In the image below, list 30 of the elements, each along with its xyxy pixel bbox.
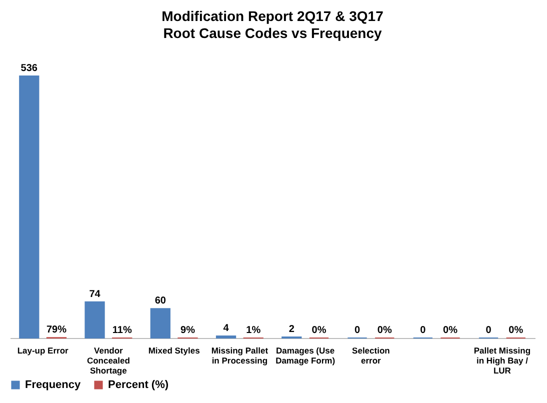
data-label: 74 — [89, 288, 101, 300]
data-label: 1% — [246, 324, 261, 336]
data-label: 536 — [20, 63, 38, 74]
x-tick-label: Missing Pallet in Processing — [211, 346, 268, 366]
bar — [84, 301, 105, 338]
data-label: 0 — [486, 325, 492, 336]
bar — [150, 308, 170, 338]
data-label: 0% — [443, 325, 458, 336]
data-label: 11% — [112, 324, 132, 336]
chart-title: Modification Report 2Q17 & 3Q17 — [162, 8, 384, 24]
x-tick-label: Pallet Missing in High Bay / LUR — [474, 346, 531, 376]
data-label: 0 — [420, 325, 426, 336]
data-label: 0% — [508, 325, 524, 336]
data-label: 79% — [46, 324, 67, 336]
x-tick-label: Damages (Use Damage Form) — [276, 346, 336, 366]
data-label: 4 — [223, 323, 230, 334]
x-tick-label: Vendor Concealed Shortage — [86, 346, 130, 376]
chart-subtitle: Root Cause Codes vs Frequency — [163, 25, 382, 41]
x-tick-label: Selection error — [352, 346, 390, 366]
x-tick-label: Lay-up Error — [17, 346, 70, 356]
data-label: 0 — [354, 325, 360, 336]
data-label: 2 — [288, 324, 295, 336]
data-label: 0% — [377, 325, 392, 336]
bar — [19, 76, 40, 338]
legend-label: Percent (%) — [108, 378, 169, 391]
x-tick-label: Mixed Styles — [148, 346, 200, 356]
legend-label: Frequency — [25, 378, 82, 391]
data-label: 0% — [312, 325, 326, 336]
data-label: 60 — [154, 296, 166, 307]
data-label: 9% — [180, 324, 196, 336]
